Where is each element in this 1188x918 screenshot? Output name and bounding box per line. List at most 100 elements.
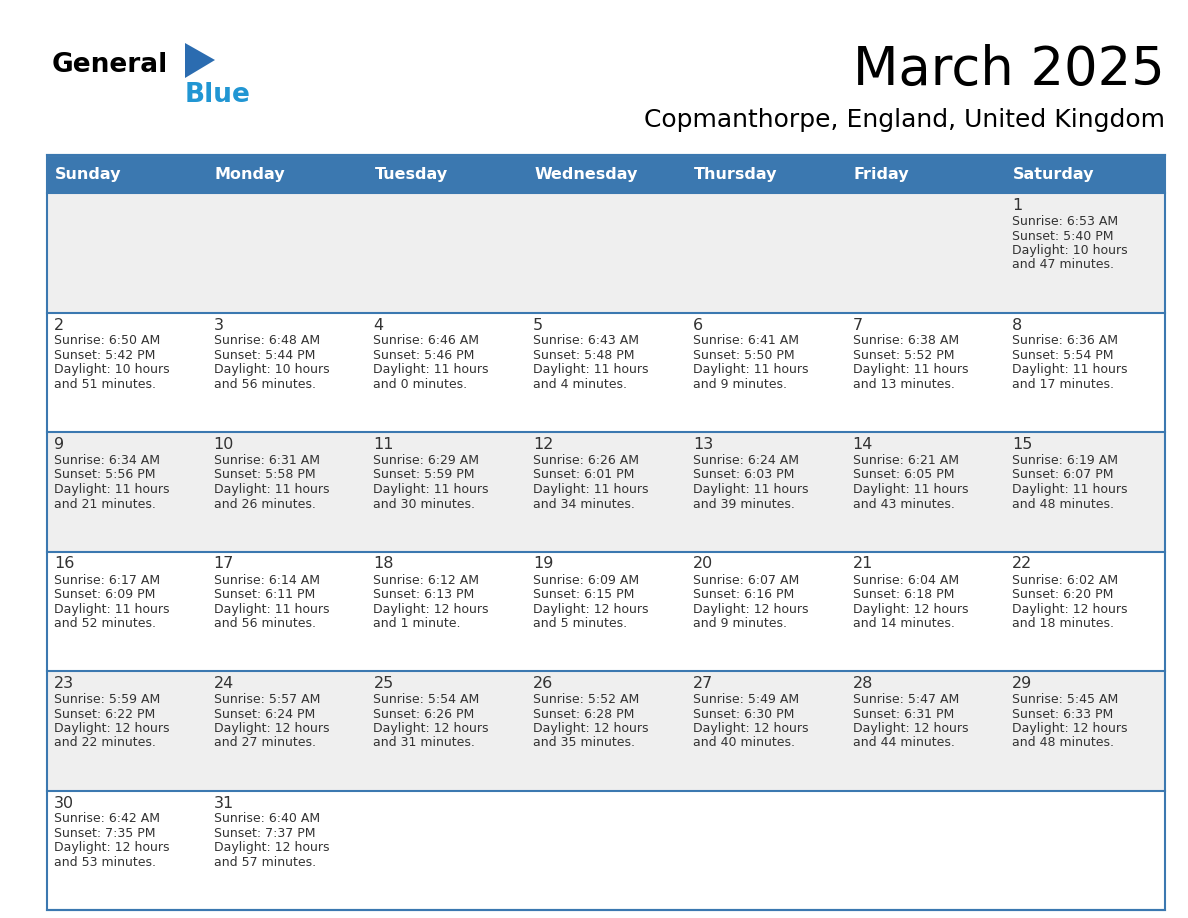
- Bar: [207, 671, 366, 790]
- Bar: [48, 155, 1165, 910]
- Text: Saturday: Saturday: [1013, 166, 1095, 182]
- Bar: [1005, 312, 1165, 432]
- Text: Sunset: 5:54 PM: Sunset: 5:54 PM: [1012, 349, 1114, 362]
- Text: Sunset: 6:31 PM: Sunset: 6:31 PM: [853, 708, 954, 721]
- Text: Sunset: 6:22 PM: Sunset: 6:22 PM: [53, 708, 156, 721]
- Text: General: General: [52, 52, 169, 78]
- Text: Sunset: 5:44 PM: Sunset: 5:44 PM: [214, 349, 315, 362]
- Text: Sunset: 5:56 PM: Sunset: 5:56 PM: [53, 468, 156, 482]
- Text: Sunrise: 6:50 AM: Sunrise: 6:50 AM: [53, 334, 160, 348]
- Bar: [48, 790, 207, 910]
- Text: 11: 11: [373, 437, 394, 452]
- Text: Daylight: 12 hours: Daylight: 12 hours: [693, 722, 808, 735]
- Text: Daylight: 11 hours: Daylight: 11 hours: [373, 483, 489, 496]
- Text: 1: 1: [1012, 198, 1023, 213]
- Text: Sunset: 6:03 PM: Sunset: 6:03 PM: [693, 468, 795, 482]
- Text: Daylight: 11 hours: Daylight: 11 hours: [1012, 483, 1127, 496]
- Text: Sunrise: 6:43 AM: Sunrise: 6:43 AM: [533, 334, 639, 348]
- Text: and 5 minutes.: and 5 minutes.: [533, 617, 627, 630]
- Text: 20: 20: [693, 556, 713, 572]
- Text: Sunrise: 6:02 AM: Sunrise: 6:02 AM: [1012, 574, 1118, 587]
- Bar: [366, 432, 526, 552]
- Text: and 22 minutes.: and 22 minutes.: [53, 736, 156, 749]
- Bar: [526, 671, 685, 790]
- Text: Sunset: 5:46 PM: Sunset: 5:46 PM: [373, 349, 475, 362]
- Bar: [1005, 193, 1165, 312]
- Text: 12: 12: [533, 437, 554, 452]
- Text: Sunrise: 6:12 AM: Sunrise: 6:12 AM: [373, 574, 480, 587]
- Text: 21: 21: [853, 556, 873, 572]
- Bar: [48, 432, 207, 552]
- Bar: [685, 193, 846, 312]
- Text: Sunset: 6:30 PM: Sunset: 6:30 PM: [693, 708, 795, 721]
- Bar: [526, 790, 685, 910]
- Text: Sunrise: 6:34 AM: Sunrise: 6:34 AM: [53, 454, 160, 467]
- Bar: [526, 432, 685, 552]
- Bar: [1005, 790, 1165, 910]
- Text: Daylight: 11 hours: Daylight: 11 hours: [693, 364, 808, 376]
- Text: Sunrise: 5:47 AM: Sunrise: 5:47 AM: [853, 693, 959, 706]
- Text: Sunrise: 6:31 AM: Sunrise: 6:31 AM: [214, 454, 320, 467]
- Text: and 44 minutes.: and 44 minutes.: [853, 736, 954, 749]
- Text: Daylight: 10 hours: Daylight: 10 hours: [1012, 244, 1127, 257]
- Text: Daylight: 12 hours: Daylight: 12 hours: [1012, 722, 1127, 735]
- Text: Blue: Blue: [185, 82, 251, 108]
- Text: 15: 15: [1012, 437, 1032, 452]
- Bar: [207, 790, 366, 910]
- Text: 18: 18: [373, 556, 394, 572]
- Text: Sunrise: 6:07 AM: Sunrise: 6:07 AM: [693, 574, 800, 587]
- Text: 17: 17: [214, 556, 234, 572]
- Text: Daylight: 12 hours: Daylight: 12 hours: [853, 722, 968, 735]
- Text: Sunrise: 6:38 AM: Sunrise: 6:38 AM: [853, 334, 959, 348]
- Text: Daylight: 11 hours: Daylight: 11 hours: [373, 364, 489, 376]
- Text: Sunrise: 6:24 AM: Sunrise: 6:24 AM: [693, 454, 798, 467]
- Bar: [685, 671, 846, 790]
- Text: and 34 minutes.: and 34 minutes.: [533, 498, 636, 510]
- Text: Sunrise: 5:45 AM: Sunrise: 5:45 AM: [1012, 693, 1119, 706]
- Text: Sunset: 6:07 PM: Sunset: 6:07 PM: [1012, 468, 1114, 482]
- Text: and 56 minutes.: and 56 minutes.: [214, 378, 316, 391]
- Text: and 26 minutes.: and 26 minutes.: [214, 498, 316, 510]
- Text: Daylight: 12 hours: Daylight: 12 hours: [214, 722, 329, 735]
- Text: Sunrise: 6:46 AM: Sunrise: 6:46 AM: [373, 334, 480, 348]
- Bar: [1005, 671, 1165, 790]
- Bar: [48, 671, 207, 790]
- Text: Sunrise: 6:29 AM: Sunrise: 6:29 AM: [373, 454, 480, 467]
- Bar: [846, 790, 1005, 910]
- Text: Sunrise: 6:40 AM: Sunrise: 6:40 AM: [214, 812, 320, 825]
- Text: Sunset: 6:05 PM: Sunset: 6:05 PM: [853, 468, 954, 482]
- Text: Sunrise: 6:04 AM: Sunrise: 6:04 AM: [853, 574, 959, 587]
- Bar: [366, 312, 526, 432]
- Text: 23: 23: [53, 676, 74, 691]
- Text: Sunset: 6:20 PM: Sunset: 6:20 PM: [1012, 588, 1113, 601]
- Text: Tuesday: Tuesday: [374, 166, 448, 182]
- Text: 31: 31: [214, 796, 234, 811]
- Bar: [526, 552, 685, 671]
- Text: and 31 minutes.: and 31 minutes.: [373, 736, 475, 749]
- Text: Daylight: 11 hours: Daylight: 11 hours: [53, 483, 170, 496]
- Bar: [846, 671, 1005, 790]
- Text: 13: 13: [693, 437, 713, 452]
- Bar: [846, 193, 1005, 312]
- Text: Sunrise: 6:26 AM: Sunrise: 6:26 AM: [533, 454, 639, 467]
- Text: and 43 minutes.: and 43 minutes.: [853, 498, 954, 510]
- Text: and 48 minutes.: and 48 minutes.: [1012, 498, 1114, 510]
- Text: and 4 minutes.: and 4 minutes.: [533, 378, 627, 391]
- Text: 26: 26: [533, 676, 554, 691]
- Text: Thursday: Thursday: [694, 166, 777, 182]
- Text: Sunset: 6:16 PM: Sunset: 6:16 PM: [693, 588, 794, 601]
- Text: Copmanthorpe, England, United Kingdom: Copmanthorpe, England, United Kingdom: [644, 108, 1165, 132]
- Bar: [48, 155, 1165, 193]
- Bar: [1005, 552, 1165, 671]
- Text: Sunset: 5:59 PM: Sunset: 5:59 PM: [373, 468, 475, 482]
- Text: and 57 minutes.: and 57 minutes.: [214, 856, 316, 869]
- Bar: [846, 432, 1005, 552]
- Text: Sunrise: 5:52 AM: Sunrise: 5:52 AM: [533, 693, 639, 706]
- Bar: [207, 312, 366, 432]
- Text: 27: 27: [693, 676, 713, 691]
- Text: Sunset: 5:58 PM: Sunset: 5:58 PM: [214, 468, 315, 482]
- Text: Daylight: 11 hours: Daylight: 11 hours: [693, 483, 808, 496]
- Bar: [48, 312, 207, 432]
- Text: Wednesday: Wednesday: [535, 166, 638, 182]
- Text: Sunrise: 5:57 AM: Sunrise: 5:57 AM: [214, 693, 320, 706]
